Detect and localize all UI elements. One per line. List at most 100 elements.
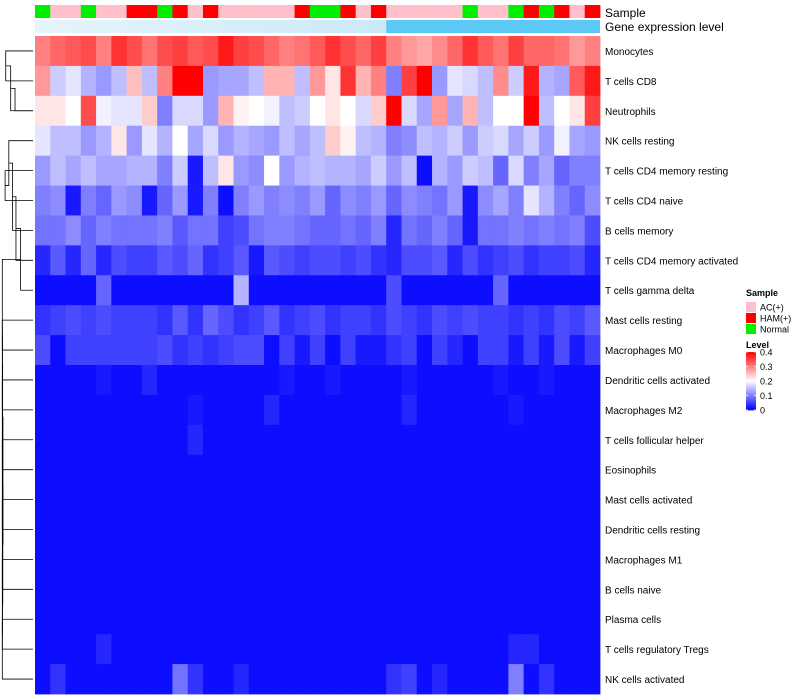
heatmap-cell (584, 335, 601, 366)
heatmap-cell (386, 574, 402, 605)
heatmap-cell (218, 155, 234, 186)
heatmap-cell (248, 454, 265, 486)
heatmap-cell (370, 365, 387, 396)
heatmap-cell (111, 514, 128, 545)
heatmap-cell (340, 365, 357, 396)
heatmap-cell (462, 544, 479, 575)
level-colorbar-step (746, 389, 756, 392)
level-colorbar-step (746, 383, 756, 386)
heatmap-cell (355, 185, 372, 216)
heatmap-cell (386, 95, 402, 127)
heatmap-cell (401, 185, 418, 216)
heatmap-cell (157, 574, 173, 605)
heatmap-cell (569, 215, 586, 246)
heatmap-cell (569, 394, 586, 426)
heatmap-cell (96, 185, 112, 216)
heatmap-cell (401, 125, 418, 157)
dendrogram-branch (5, 65, 33, 112)
heatmap-cell (401, 36, 418, 67)
heatmap-cell (264, 335, 280, 366)
heatmap-cell (554, 664, 570, 695)
heatmap-cell (279, 664, 295, 695)
row-dendrogram (1, 50, 33, 680)
heatmap-cell (538, 65, 555, 97)
heatmap-cell (80, 454, 97, 486)
row-label: Macrophages M0 (605, 346, 683, 357)
level-tick-label: 0.1 (760, 391, 773, 401)
heatmap-cell (340, 125, 357, 157)
heatmap-cell (538, 664, 555, 695)
dendrogram-branch (1, 319, 33, 351)
heatmap-cell (309, 155, 326, 186)
level-colorbar-step (746, 369, 756, 372)
heatmap-cell (523, 95, 540, 127)
sample-annotation-cell (50, 5, 66, 18)
heatmap-cell (340, 215, 357, 246)
heatmap-cell (187, 544, 204, 575)
heatmap-cell (218, 514, 234, 545)
heatmap-cell (111, 65, 128, 97)
heatmap-cell (157, 544, 173, 575)
sample-legend-label: Normal (760, 325, 789, 335)
heatmap-cell (264, 185, 280, 216)
sample-annotation-cell (508, 5, 525, 18)
heatmap-cell (401, 514, 418, 545)
heatmap-cell (202, 125, 219, 157)
heatmap-cell (294, 185, 311, 216)
heatmap-cell (111, 574, 128, 605)
heatmap-cell (80, 65, 97, 97)
heatmap-cell (126, 604, 143, 635)
heatmap-cell (157, 275, 173, 306)
heatmap-cell (233, 544, 250, 575)
heatmap-cell (523, 454, 540, 486)
heatmap-cell (141, 275, 158, 306)
heatmap-cell (111, 185, 128, 216)
heatmap-cell (462, 305, 479, 336)
heatmap-cell (447, 365, 463, 396)
heatmap-cell (447, 454, 463, 486)
heatmap-cell (538, 484, 555, 515)
heatmap-cell (157, 125, 173, 157)
heatmap-cell (309, 215, 326, 246)
heatmap-cell (493, 245, 509, 276)
heatmap-cell (187, 275, 204, 306)
heatmap-cell (35, 664, 51, 695)
heatmap-cell (462, 574, 479, 605)
heatmap-cell (401, 454, 418, 486)
heatmap-cell (65, 424, 82, 456)
heatmap-cell (126, 484, 143, 515)
heatmap-cell (65, 65, 82, 97)
heatmap-cell (584, 394, 601, 426)
heatmap-cell (294, 664, 311, 695)
heatmap-cell (309, 305, 326, 336)
heatmap-cell (264, 664, 280, 695)
heatmap-cell (202, 365, 219, 396)
level-colorbar-step (746, 408, 756, 411)
heatmap-cell (432, 305, 448, 336)
level-colorbar-step (746, 398, 756, 401)
heatmap-cell (554, 484, 570, 515)
heatmap-cell (248, 245, 265, 276)
heatmap-cell (141, 65, 158, 97)
heatmap-cell (202, 36, 219, 67)
heatmap-cell (309, 65, 326, 97)
heatmap-cell (508, 365, 525, 396)
heatmap-cell (172, 634, 189, 665)
heatmap-cell (172, 394, 189, 426)
heatmap-cell (65, 544, 82, 575)
sample-annotation-cell (111, 5, 128, 18)
heatmap-cell (96, 125, 112, 157)
heatmap-cell (554, 544, 570, 575)
heatmap-cell (523, 424, 540, 456)
heatmap-cell (65, 454, 82, 486)
heatmap-cell (111, 245, 128, 276)
level-colorbar-step (746, 395, 756, 398)
heatmap-cell (157, 394, 173, 426)
heatmap-cell (279, 185, 295, 216)
heatmap-cell (126, 305, 143, 336)
heatmap-cell (126, 245, 143, 276)
heatmap-cell (35, 305, 51, 336)
heatmap-cell (523, 574, 540, 605)
heatmap-cell (340, 634, 357, 665)
sample-annotation-cell (187, 5, 204, 18)
